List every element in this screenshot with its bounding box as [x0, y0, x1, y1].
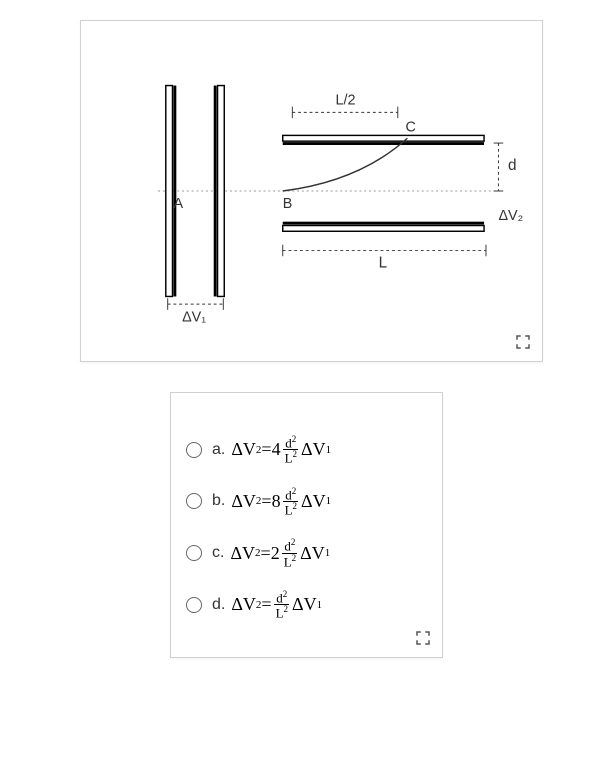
option-letter: b.	[212, 492, 225, 510]
option-c[interactable]: c. ΔV2 = 2 d2L2 ΔV1	[186, 538, 427, 568]
label-B: B	[283, 196, 293, 212]
option-letter: c.	[212, 544, 224, 562]
option-letter: a.	[212, 441, 225, 459]
formula-c: ΔV2 = 2 d2L2 ΔV1	[230, 538, 330, 568]
expand-icon[interactable]	[414, 629, 432, 647]
formula-b: ΔV2 = 8 d2L2 ΔV1	[231, 487, 331, 517]
label-L: L	[379, 255, 388, 272]
options-panel: a. ΔV2 = 4 d2L2 ΔV1 b. ΔV2 = 8 d2L2 ΔV1 …	[170, 392, 443, 658]
expand-icon[interactable]	[514, 333, 532, 351]
formula-a: ΔV2 = 4 d2L2 ΔV1	[231, 435, 331, 465]
label-dv1: ΔV₁	[182, 309, 206, 325]
option-b[interactable]: b. ΔV2 = 8 d2L2 ΔV1	[186, 487, 427, 517]
option-letter: d.	[212, 596, 225, 614]
label-d: d	[508, 157, 517, 174]
physics-diagram: L/2 C A B d ΔV₂ L ΔV₁	[91, 31, 532, 351]
radio-d[interactable]	[186, 597, 202, 613]
label-dv2: ΔV₂	[498, 208, 523, 224]
label-A: A	[173, 196, 183, 212]
formula-d: ΔV2 = d2L2 ΔV1	[231, 590, 322, 620]
radio-b[interactable]	[186, 493, 202, 509]
label-Lhalf: L/2	[335, 93, 355, 109]
option-a[interactable]: a. ΔV2 = 4 d2L2 ΔV1	[186, 435, 427, 465]
label-C: C	[405, 120, 415, 136]
option-d[interactable]: d. ΔV2 = d2L2 ΔV1	[186, 590, 427, 620]
radio-a[interactable]	[186, 442, 202, 458]
diagram-panel: L/2 C A B d ΔV₂ L ΔV₁	[80, 20, 543, 362]
radio-c[interactable]	[186, 545, 202, 561]
